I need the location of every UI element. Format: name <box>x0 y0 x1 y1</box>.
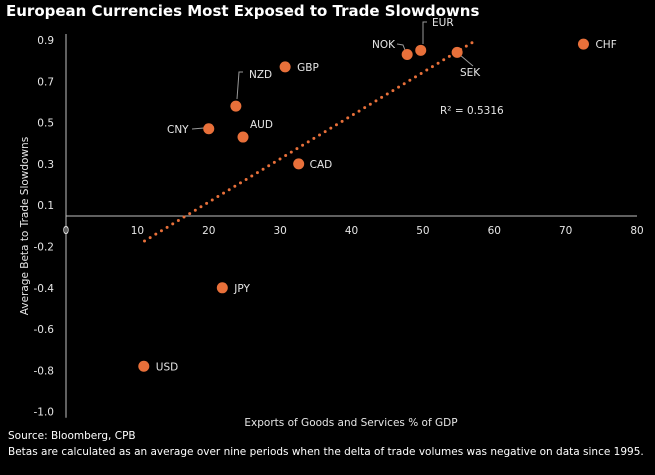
data-point-gbp <box>279 61 291 73</box>
x-tick-label: 30 <box>273 225 286 237</box>
y-tick-label: 0.9 <box>37 35 54 47</box>
leader-line <box>396 43 406 51</box>
chart-title: European Currencies Most Exposed to Trad… <box>6 2 480 20</box>
point-label-nok: NOK <box>372 39 396 51</box>
point-label-usd: USD <box>156 361 178 373</box>
leader-line <box>191 127 205 130</box>
data-point-usd <box>138 360 150 372</box>
point-label-cad: CAD <box>310 159 333 171</box>
point-label-chf: CHF <box>595 39 616 51</box>
data-point-nok <box>401 48 413 60</box>
point-label-eur: EUR <box>432 17 454 29</box>
y-tick-label: -0.8 <box>34 365 55 377</box>
y-tick-label: -1.0 <box>34 407 55 419</box>
x-tick-label: 50 <box>416 225 429 237</box>
data-point-cny <box>203 123 215 135</box>
x-tick-label: 0 <box>63 225 70 237</box>
footnote: Betas are calculated as an average over … <box>8 446 644 458</box>
r-squared-label: R² = 0.5316 <box>440 105 504 117</box>
x-tick-label: 80 <box>630 225 643 237</box>
leader-line <box>422 21 427 44</box>
x-tick-label: 70 <box>559 225 572 237</box>
data-point-cad <box>293 158 305 170</box>
data-point-sek <box>451 46 463 58</box>
y-tick-label: -0.4 <box>34 283 55 295</box>
y-tick-label: -0.2 <box>34 242 55 254</box>
point-label-jpy: JPY <box>233 283 250 295</box>
point-label-aud: AUD <box>250 119 273 131</box>
point-label-gbp: GBP <box>297 62 319 74</box>
point-label-sek: SEK <box>460 67 481 79</box>
x-tick-label: 10 <box>131 225 144 237</box>
y-tick-label: 0.1 <box>37 200 54 212</box>
data-point-jpy <box>216 282 228 294</box>
leader-line <box>459 54 474 67</box>
data-point-eur <box>415 44 427 56</box>
y-axis-title: Average Beta to Trade Slowdowns <box>19 137 31 315</box>
y-tick-label: 0.3 <box>37 159 54 171</box>
data-point-aud <box>237 131 249 143</box>
data-point-nzd <box>230 100 242 112</box>
point-label-nzd: NZD <box>249 69 272 81</box>
trendline <box>143 38 478 243</box>
point-label-cny: CNY <box>167 124 189 136</box>
y-tick-label: 0.5 <box>37 118 54 130</box>
y-tick-label: -0.6 <box>34 324 55 336</box>
source-note: Source: Bloomberg, CPB <box>8 430 136 442</box>
data-point-chf <box>577 38 589 50</box>
x-tick-label: 60 <box>488 225 501 237</box>
leader-line <box>236 71 243 100</box>
x-tick-label: 20 <box>202 225 215 237</box>
x-tick-label: 40 <box>345 225 358 237</box>
x-axis-title: Exports of Goods and Services % of GDP <box>244 417 457 429</box>
y-tick-label: 0.7 <box>37 76 54 88</box>
